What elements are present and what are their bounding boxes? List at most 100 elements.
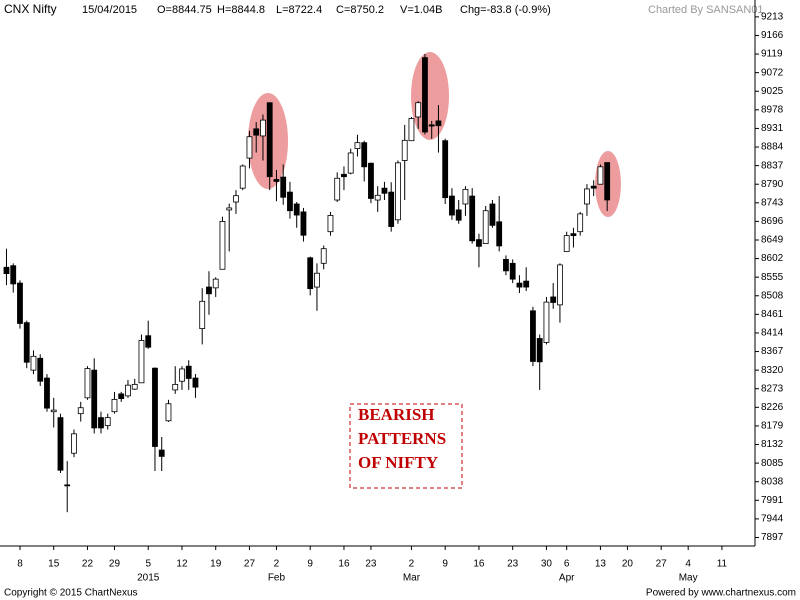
candle-body xyxy=(408,118,415,142)
x-tick-label: 11 xyxy=(717,559,728,570)
candle-body xyxy=(401,139,408,161)
x-tick-label: 2 xyxy=(274,559,280,570)
candle-body xyxy=(260,119,266,137)
x-tick-label: 23 xyxy=(365,559,377,570)
y-tick-label: 9119 xyxy=(761,49,783,60)
annotation: OF NIFTY xyxy=(358,453,438,472)
y-tick-label: 8837 xyxy=(761,160,784,171)
x-tick-label: 12 xyxy=(176,559,188,570)
candle-body xyxy=(422,57,428,133)
candle-body xyxy=(523,280,530,288)
candle-body xyxy=(415,102,422,118)
y-tick-label: 8461 xyxy=(761,309,784,320)
y-tick-label: 7897 xyxy=(761,532,784,543)
candle-body xyxy=(10,265,17,285)
x-tick-label: 15 xyxy=(48,559,60,570)
y-tick-label: 8649 xyxy=(761,235,784,246)
candle-body xyxy=(50,409,57,413)
x-tick-label: 16 xyxy=(473,559,485,570)
candle-body xyxy=(91,369,98,429)
candle-body xyxy=(395,162,401,221)
x-tick-label: 19 xyxy=(210,559,222,570)
header-date: 15/04/2015 xyxy=(82,4,137,16)
candle-body xyxy=(503,258,509,272)
y-tick-label: 7944 xyxy=(761,514,784,525)
x-tick-label: 5 xyxy=(145,559,151,570)
candle-body xyxy=(199,300,206,330)
candle-body xyxy=(334,177,341,201)
candle-body xyxy=(44,377,50,409)
candle-body xyxy=(30,355,37,371)
x-tick-label: 2 xyxy=(409,559,415,570)
x-tick-label: 9 xyxy=(307,559,313,570)
y-tick-label: 8179 xyxy=(761,421,784,432)
candle-body xyxy=(577,213,584,233)
x-tick-label: 23 xyxy=(507,559,519,570)
candle-body xyxy=(455,209,462,221)
x-tick-label: 16 xyxy=(338,559,350,570)
candle-body xyxy=(131,383,138,390)
candle-body xyxy=(604,162,611,201)
candle-body xyxy=(219,220,226,270)
candle-body xyxy=(152,367,158,447)
candle-body xyxy=(563,235,570,252)
footer-right: Powered by www.chartnexus.com xyxy=(646,588,796,599)
candle-body xyxy=(314,272,320,288)
candle-body xyxy=(327,215,334,233)
y-tick-label: 8790 xyxy=(761,179,784,190)
candle-body xyxy=(489,203,496,226)
x-tick-label: 29 xyxy=(109,559,121,570)
y-tick-label: 8884 xyxy=(761,142,784,153)
annotation: BEARISH xyxy=(358,405,435,424)
x-tick-label: 22 xyxy=(82,559,94,570)
candle-body xyxy=(165,403,172,422)
candle-body xyxy=(354,142,361,150)
candle-body xyxy=(118,393,125,400)
candle-body xyxy=(246,136,253,159)
y-tick-label: 8367 xyxy=(761,346,784,357)
header-high: H=8844.8 xyxy=(217,4,265,16)
candle-body xyxy=(509,262,516,280)
candle-body xyxy=(307,257,314,290)
y-tick-label: 8555 xyxy=(761,272,784,283)
candle-body xyxy=(449,195,455,216)
y-tick-label: 8978 xyxy=(761,104,784,115)
x-tick-label: 6 xyxy=(564,559,570,570)
x-period-label: Feb xyxy=(268,573,286,584)
y-tick-label: 8320 xyxy=(761,365,784,376)
y-tick-label: 8696 xyxy=(761,216,784,227)
candle-body xyxy=(192,377,199,388)
candle-body xyxy=(550,296,557,303)
candle-body xyxy=(462,188,469,205)
candle-body xyxy=(428,124,435,127)
highlight xyxy=(411,52,449,140)
candle-body xyxy=(435,120,442,127)
footer-left: Copyright © 2015 ChartNexus xyxy=(4,588,138,599)
candle-body xyxy=(374,194,381,201)
candle-body xyxy=(293,203,300,216)
y-tick-label: 8226 xyxy=(761,402,784,413)
candle-body xyxy=(138,340,145,384)
candle-body xyxy=(476,239,482,247)
candle-body xyxy=(233,195,239,203)
candle-body xyxy=(557,264,563,306)
annotation: PATTERNS xyxy=(358,429,446,448)
candle-body xyxy=(584,188,590,205)
y-tick-label: 7991 xyxy=(761,495,784,506)
credit: Charted By SANSAN01 xyxy=(648,4,764,16)
candle-body xyxy=(125,384,131,397)
candle-body xyxy=(253,128,260,136)
candle-body xyxy=(239,165,246,189)
candle-body xyxy=(145,335,152,348)
candle-body xyxy=(172,383,179,391)
candle-body xyxy=(77,407,84,415)
candle-body xyxy=(3,266,10,275)
candle-body xyxy=(266,102,273,178)
chart-title: CNX Nifty xyxy=(4,2,57,16)
y-tick-label: 8743 xyxy=(761,197,784,208)
candle-body xyxy=(361,142,368,168)
candle-body xyxy=(516,282,523,288)
x-tick-label: 30 xyxy=(541,559,553,570)
